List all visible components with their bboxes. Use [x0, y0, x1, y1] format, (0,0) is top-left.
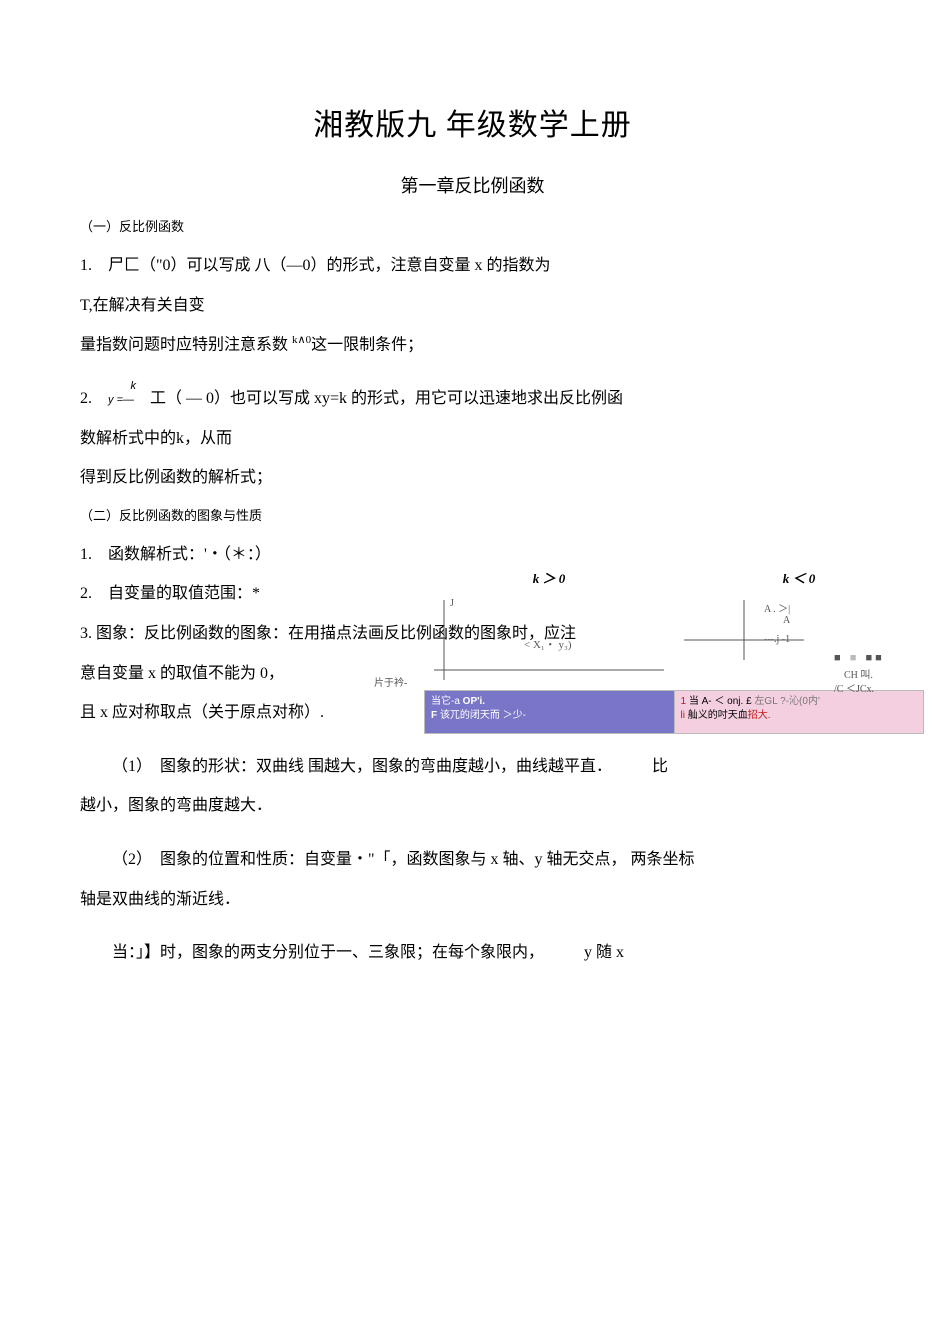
- formula-k: k: [131, 378, 137, 396]
- paragraph-1-line2: T,在解决有关自变: [80, 293, 865, 319]
- point-label: < X₁・ y₃): [524, 636, 571, 652]
- br-line1-mid: 当 A- ＜ onj. £: [686, 696, 752, 707]
- formula-y: y =—: [108, 394, 134, 406]
- p1c-post: 这一限制条件；: [311, 337, 423, 354]
- br-line2-red: 招大.: [748, 710, 771, 721]
- labels-mid-right: ---.j -1: [764, 634, 790, 645]
- paragraph-1-line3: 量指数问题时应特别注意系数 k∧0这一限制条件；: [80, 332, 865, 358]
- side-note-left: 片于衿-: [374, 674, 407, 689]
- paragraph-3: 1. 函数解析式：'・（＊：）: [80, 542, 420, 568]
- br-line1-grey: 左GL ?-沁(0内': [752, 696, 820, 707]
- chapter-title: 第一章反比例函数: [80, 172, 865, 198]
- diagram-header-row: k ＞ 0 k ＜ 0: [424, 568, 924, 590]
- graph-k-negative: A . ＞| A ---.j -1 ■ ■ ■■ CH 叫. /C ＜JCx.: [674, 590, 924, 690]
- paragraph-7-line2: 轴是双曲线的渐近线．: [80, 887, 865, 913]
- label-jcx: /C ＜JCx.: [834, 680, 874, 695]
- diagram-bottom-row: 当它-a OP'i. F 该兀的闭天而 ＞少- 1 当 A- ＜ onj. £ …: [424, 690, 924, 734]
- label-ch: CH 叫.: [844, 666, 873, 681]
- labels-top-right: A . ＞| A: [764, 600, 790, 626]
- paragraph-2-line2: 数解析式中的k，从而: [80, 426, 420, 452]
- bl-line1: 当它-a OP'i.: [431, 695, 668, 709]
- header-k-negative: k ＜ 0: [674, 568, 924, 590]
- bl-line1-bold: OP'i.: [463, 696, 485, 707]
- axes-svg-right: [674, 590, 924, 690]
- diagram-graph-row: J < X₁・ y₃) 片于衿- A . ＞| A ---.j -1 ■ ■ ■…: [424, 590, 924, 690]
- square-row: ■ ■ ■■: [834, 652, 885, 664]
- section-1-label: （一）反比例函数: [80, 216, 865, 235]
- br-line1: 1 当 A- ＜ onj. £ 左GL ?-沁(0内': [681, 695, 918, 709]
- paragraph-2-line3: 得到反比例函数的解析式；: [80, 465, 420, 491]
- paragraph-1-line1: 1. 尸匚（"0）可以写成 八（—0）的形式，注意自变量 x 的指数为: [80, 253, 865, 279]
- p1c-superscript: k∧0: [292, 334, 311, 346]
- property-diagram: k ＞ 0 k ＜ 0 J < X₁・ y₃) 片于衿-: [424, 568, 924, 748]
- header-k-positive: k ＞ 0: [424, 568, 674, 590]
- tick-label-j: J: [450, 598, 454, 609]
- section-2-label: （二）反比例函数的图象与性质: [80, 505, 420, 524]
- main-title: 湘教版九 年级数学上册: [80, 100, 865, 144]
- paragraph-2-line1: 2. y =— k 工（ — 0）也可以写成 xy=k 的形式，用它可以迅速地求…: [80, 386, 865, 412]
- document-page: 湘教版九 年级数学上册 第一章反比例函数 （一）反比例函数 1. 尸匚（"0）可…: [0, 0, 945, 1340]
- graph-k-positive: J < X₁・ y₃) 片于衿-: [424, 590, 674, 690]
- p1c-pre: 量指数问题时应特别注意系数: [80, 337, 292, 354]
- bl-line2-rest: 该兀的闭天而 ＞少-: [437, 710, 526, 721]
- paragraph-8: 当：」】时，图象的两支分别位于一、三象限；在每个象限内， y 随 x: [80, 940, 865, 966]
- paragraph-6-line2: 越小，图象的弯曲度越大．: [80, 793, 865, 819]
- formula-y-eq-k: y =— k: [108, 392, 134, 410]
- bottom-cell-left: 当它-a OP'i. F 该兀的闭天而 ＞少-: [425, 691, 674, 733]
- paragraph-6-line1: （1） 图象的形状：双曲线 围越大，图象的弯曲度越小，曲线越平直． 比: [80, 754, 865, 780]
- bottom-cell-right: 1 当 A- ＜ onj. £ 左GL ?-沁(0内' li 舢义的吋天血招大.: [674, 691, 924, 733]
- bl-line2: F 该兀的闭天而 ＞少-: [431, 709, 668, 723]
- paragraph-7-line1: （2） 图象的位置和性质：自变量・"「，函数图象与 x 轴、y 轴无交点， 两条…: [80, 847, 865, 873]
- br-line2-mid: 舢义的吋天血: [685, 710, 748, 721]
- bl-line1-pre: 当它-a: [431, 696, 463, 707]
- br-line2: li 舢义的吋天血招大.: [681, 709, 918, 723]
